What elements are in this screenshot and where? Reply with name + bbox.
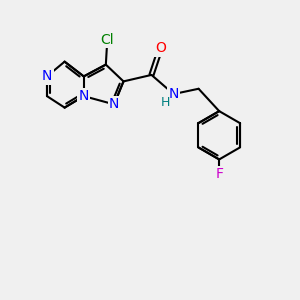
- Text: O: O: [155, 41, 166, 56]
- Text: F: F: [215, 167, 223, 181]
- Text: Cl: Cl: [100, 33, 114, 46]
- Text: N: N: [109, 98, 119, 111]
- Text: N: N: [42, 69, 52, 83]
- Text: H: H: [160, 96, 170, 109]
- Text: N: N: [168, 87, 179, 101]
- Text: N: N: [79, 89, 89, 103]
